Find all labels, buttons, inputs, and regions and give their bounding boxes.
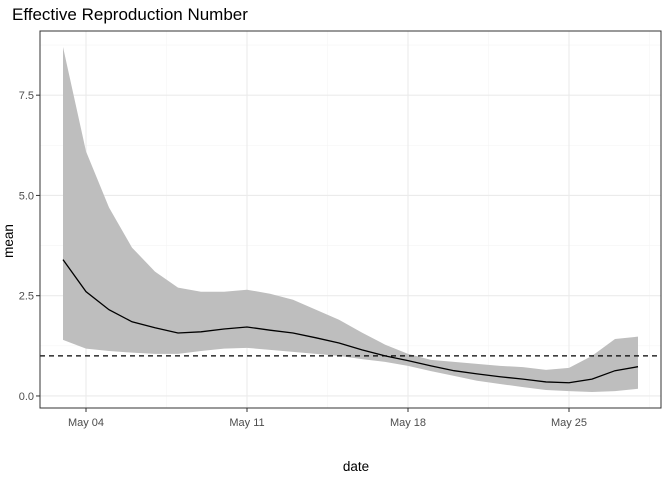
y-tick-label: 5.0 (19, 190, 34, 202)
minor-grid (40, 31, 661, 408)
confidence-ribbon-layer (63, 47, 638, 392)
confidence-ribbon (63, 47, 638, 392)
y-tick-label: 7.5 (19, 90, 34, 102)
x-tick-label: May 25 (551, 417, 587, 429)
mean-line-layer (62, 259, 639, 384)
y-tick-label: 2.5 (19, 291, 34, 303)
x-tick-label: May 11 (229, 417, 264, 429)
panel-border (39, 30, 662, 409)
mean-line (62, 259, 639, 384)
x-axis: May 04 May 11 May 18 May 25 (68, 408, 587, 429)
y-tick-label: 0.0 (19, 391, 34, 403)
y-axis: 0.0 2.5 5.0 7.5 (19, 90, 40, 403)
y-axis-title: mean (1, 224, 16, 258)
x-tick-label: May 04 (68, 417, 104, 429)
chart-title: Effective Reproduction Number (12, 5, 248, 24)
x-axis-title: date (343, 459, 369, 474)
x-tick-label: May 18 (390, 417, 426, 429)
